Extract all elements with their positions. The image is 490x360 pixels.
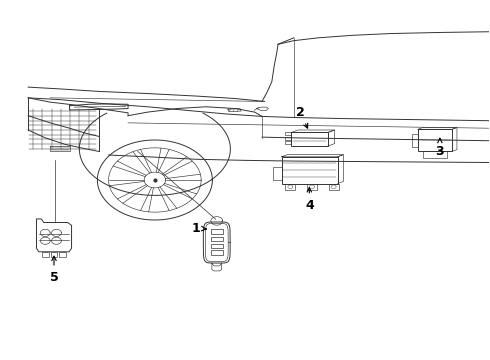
Bar [42, 252, 49, 257]
Bar [282, 157, 338, 184]
Bar [291, 132, 328, 146]
Bar [286, 184, 295, 190]
Text: 3: 3 [436, 138, 444, 158]
Bar [286, 132, 291, 135]
Bar [286, 137, 291, 140]
Bar [50, 252, 57, 257]
Bar [423, 152, 447, 158]
Bar [211, 229, 223, 234]
Bar [412, 134, 418, 147]
Bar [211, 237, 223, 241]
Bar [211, 250, 223, 255]
Bar [211, 244, 223, 248]
Bar [307, 184, 317, 190]
Bar [329, 184, 339, 190]
Bar [286, 141, 291, 144]
Bar [59, 252, 66, 257]
Bar [273, 167, 282, 180]
Text: 2: 2 [295, 105, 308, 128]
Text: 5: 5 [49, 256, 58, 284]
Text: 1: 1 [192, 222, 206, 235]
Text: 4: 4 [305, 188, 314, 212]
Bar [418, 129, 452, 152]
